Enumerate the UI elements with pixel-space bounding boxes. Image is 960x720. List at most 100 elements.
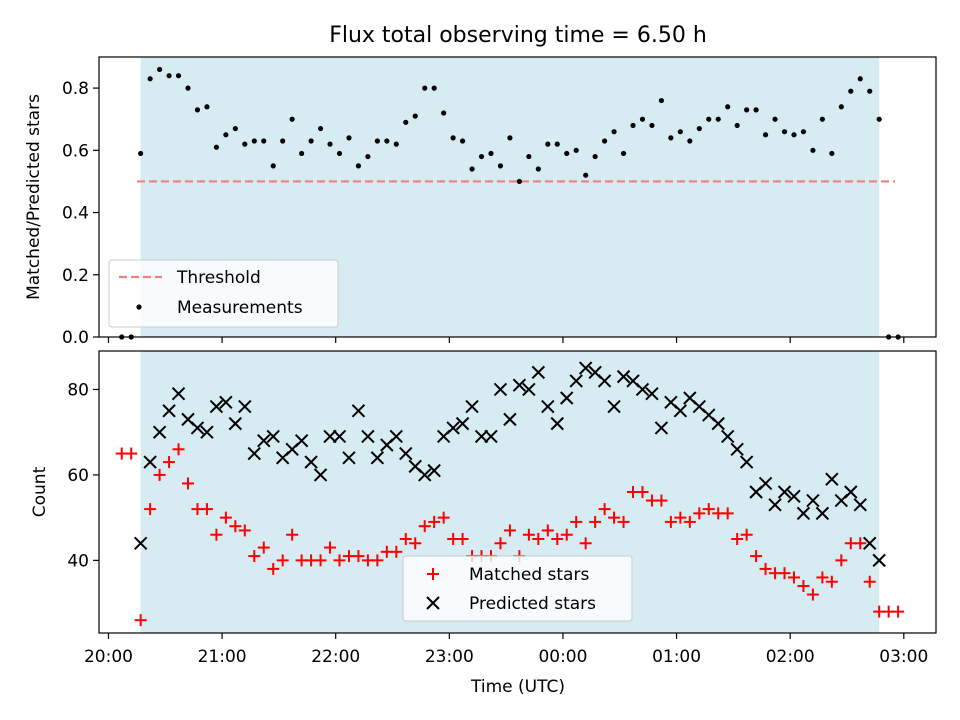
bottom-xtick-label: 22:00 [311,647,360,667]
bottom-xtick-label: 01:00 [652,647,701,667]
matched-star-point [409,537,422,550]
measurement-point [355,163,362,169]
measurement-point [232,125,238,132]
matched-star-point [210,528,223,541]
legend-predicted-label: Predicted stars [469,594,596,614]
matched-star-point [797,580,810,592]
measurement-point [791,132,797,138]
predicted-star-point [531,365,546,380]
matched-star-point [816,571,829,584]
bottom-legend-box [402,555,633,622]
bottom-xtick-label: 23:00 [425,647,474,667]
predicted-star-point [825,472,839,486]
matched-star-point [399,533,412,545]
measurement-point [620,150,627,157]
matched-star-point [324,541,337,554]
matched-star-point [825,575,838,588]
predicted-star-point [209,399,224,414]
measurement-point [838,104,844,110]
predicted-star-point [550,416,564,431]
measurement-point [630,122,636,129]
predicted-star-point [616,369,631,384]
predicted-star-point [219,395,233,409]
measurement-point [412,113,418,119]
matched-star-point [570,515,583,528]
chart-title: Flux total observing time = 6.50 h [329,23,707,48]
measurement-point [876,116,882,122]
predicted-star-point [247,446,261,461]
measurement-point [156,66,163,73]
measurement-point [602,138,608,144]
predicted-star-point [323,429,337,444]
measurement-point [336,150,343,157]
top-ytick-label: 0.6 [62,141,89,161]
measurement-point [772,116,778,122]
top-legend-box [108,259,339,328]
predicted-star-point [541,399,555,414]
matched-star-point [551,533,564,545]
predicted-star-point [143,455,157,469]
predicted-star-point [152,425,167,439]
measurement-point [270,163,276,169]
matched-star-point [806,588,819,601]
predicted-star-point [257,434,271,448]
measurement-point [526,153,532,160]
predicted-star-point [133,536,148,550]
predicted-star-point [844,485,858,499]
measurement-point [668,135,674,141]
predicted-star-point [313,468,328,482]
matched-star-point [390,545,403,558]
predicted-star-point [474,429,489,444]
matched-star-point [286,528,299,541]
predicted-star-point [238,399,252,414]
matched-star-point [125,447,138,460]
measurement-point [848,88,854,94]
matched-star-point [229,520,242,533]
predicted-star-point [607,399,621,414]
matched-star-point [428,515,441,528]
matched-star-point [721,507,734,520]
measurement-point [365,153,371,160]
measurement-point [677,129,683,135]
matched-star-point [863,575,876,588]
matched-star-point [608,511,621,524]
predicted-star-point [863,536,877,550]
legend-matched-swatch [427,568,439,580]
measurement-point [175,73,182,79]
measurement-point [535,166,541,172]
measurement-point [819,116,825,122]
measurement-point [223,132,229,138]
matched-star-point [693,507,706,520]
measurement-point [583,172,589,178]
bottom-ytick-label: 80 [67,380,89,400]
predicted-star-point [418,468,432,482]
measurement-point [251,138,257,144]
predicted-star-point [503,412,517,427]
measurement-point [403,119,409,125]
x-axis-label: Time (UTC) [470,677,565,697]
measurement-point [346,135,352,141]
predicted-star-point [389,429,404,444]
matched-star-point [854,537,867,550]
matched-star-point [731,533,744,545]
predicted-star-point [720,429,735,444]
measurement-point [478,153,485,160]
matched-star-point [182,477,195,490]
measurement-point [261,138,267,144]
measurement-point [242,141,248,147]
measurement-point [611,129,617,135]
predicted-star-point [673,404,688,418]
measurement-point [299,150,305,157]
predicted-star-point [190,421,205,435]
matched-star-point [655,494,668,507]
predicted-star-point [560,391,574,405]
predicted-star-point [493,382,508,397]
predicted-star-point [465,399,479,414]
matched-star-point [740,528,753,541]
predicted-star-point [200,425,214,439]
matched-star-point [617,515,630,528]
matched-star-point [456,533,469,545]
measurement-point [564,150,570,157]
legend-measurements-label: Measurements [177,298,303,318]
